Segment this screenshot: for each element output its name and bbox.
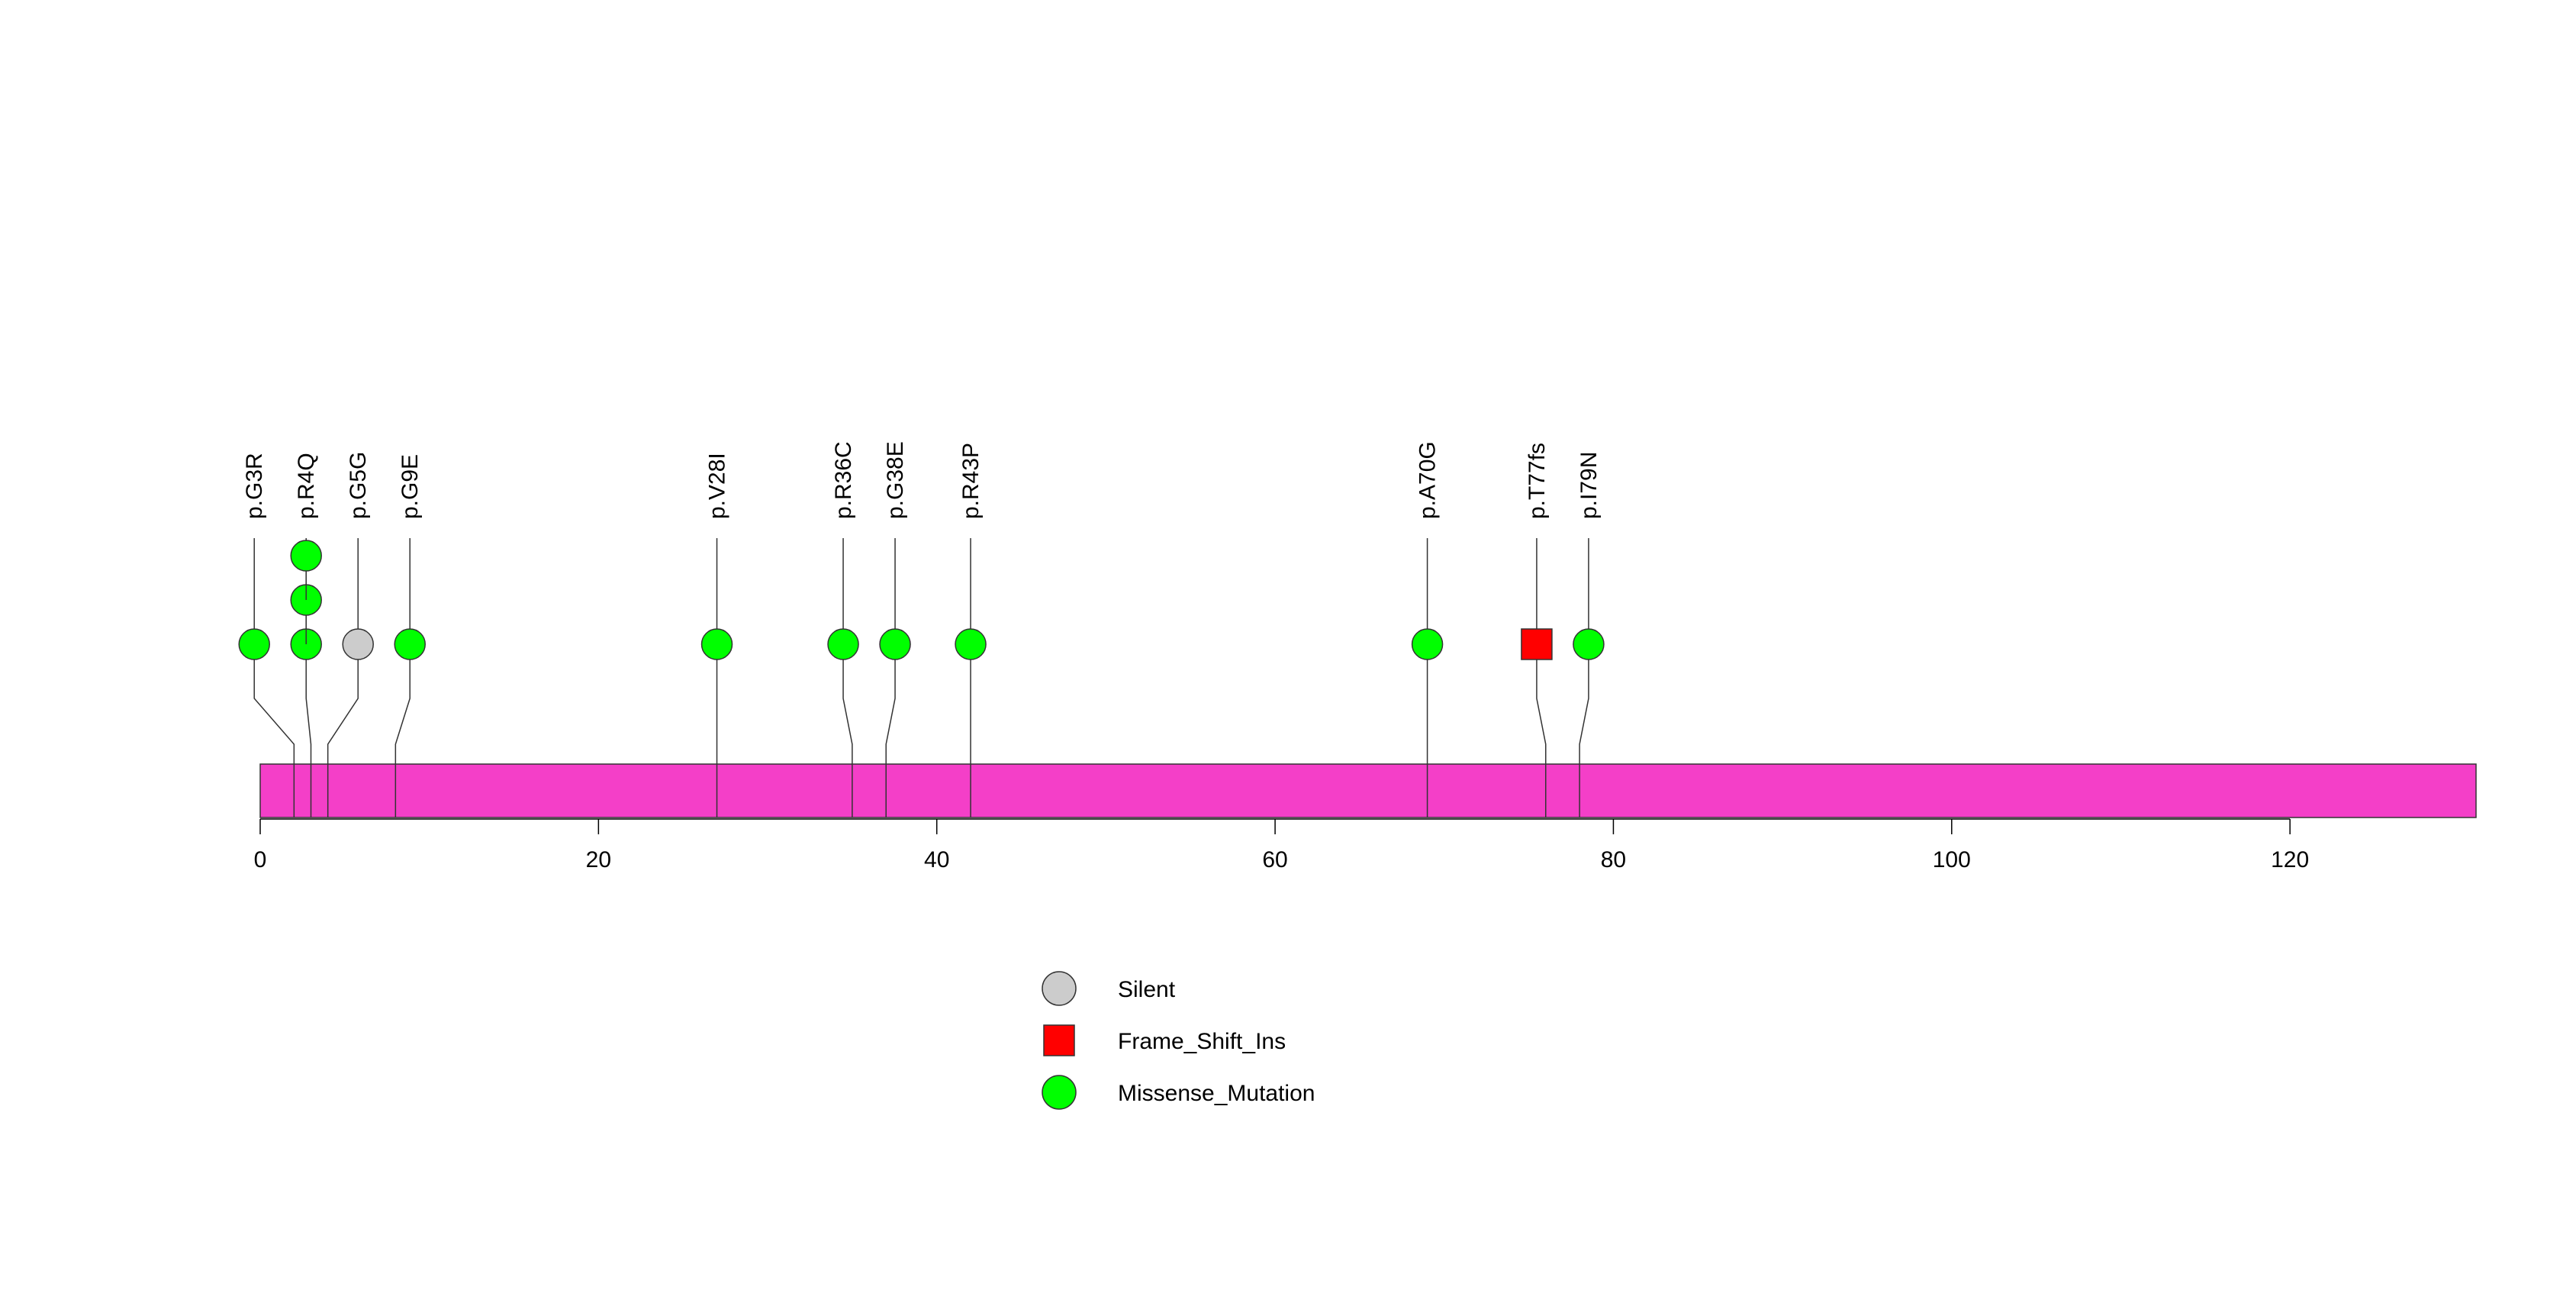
mutation-marker [290,540,322,572]
mutation-marker [1573,628,1605,660]
mutation-label: p.A70G [1415,441,1441,519]
legend-label: Silent [1118,977,1176,1002]
mutation-marker [1521,628,1553,660]
x-tick-label: 20 [586,847,611,872]
mutation-label: p.R43P [958,443,984,519]
x-tick-label: 40 [924,847,949,872]
mutation-label: p.G38E [883,441,908,519]
mutation-label: p.V28I [705,453,730,519]
mutation-marker [342,628,374,660]
mutation-label: p.G3R [242,453,267,519]
x-tick-label: 0 [254,847,267,872]
mutation-label: p.R4Q [294,453,319,519]
mutation-marker [879,628,911,660]
x-tick-label: 120 [2271,847,2309,872]
mutation-marker [955,628,987,660]
x-tick-label: 100 [1933,847,1971,872]
mutation-label: p.G5G [346,452,371,519]
legend-swatch [1042,1075,1077,1110]
x-tick-label: 60 [1262,847,1287,872]
mutation-label: p.I79N [1576,452,1602,519]
mutation-marker [394,628,426,660]
legend: Silent Frame_Shift_Ins Missense_Mutation [1042,971,1315,1110]
legend-swatch [1042,971,1077,1006]
x-tick-label: 80 [1601,847,1626,872]
legend-label: Missense_Mutation [1118,1081,1315,1106]
mutation-marker [827,628,859,660]
mutation-markers [238,540,1605,660]
legend-label: Frame_Shift_Ins [1118,1029,1286,1054]
mutation-label: p.R36C [831,441,856,519]
mutation-label: p.T77fs [1525,443,1550,519]
protein-bar [259,763,2477,818]
mutation-marker [700,628,733,660]
mutation-marker [238,628,270,660]
mutation-marker [1411,628,1444,660]
legend-swatch [1043,1024,1075,1056]
x-axis: 0 20 40 60 80 100 120 [254,818,2309,872]
mutation-labels: p.G3R p.R4Q p.G5G p.G9E p.V28I p.R36C p.G38E p.… [242,441,1602,519]
mutation-label: p.G9E [398,454,423,519]
protein-domain [259,763,2477,818]
